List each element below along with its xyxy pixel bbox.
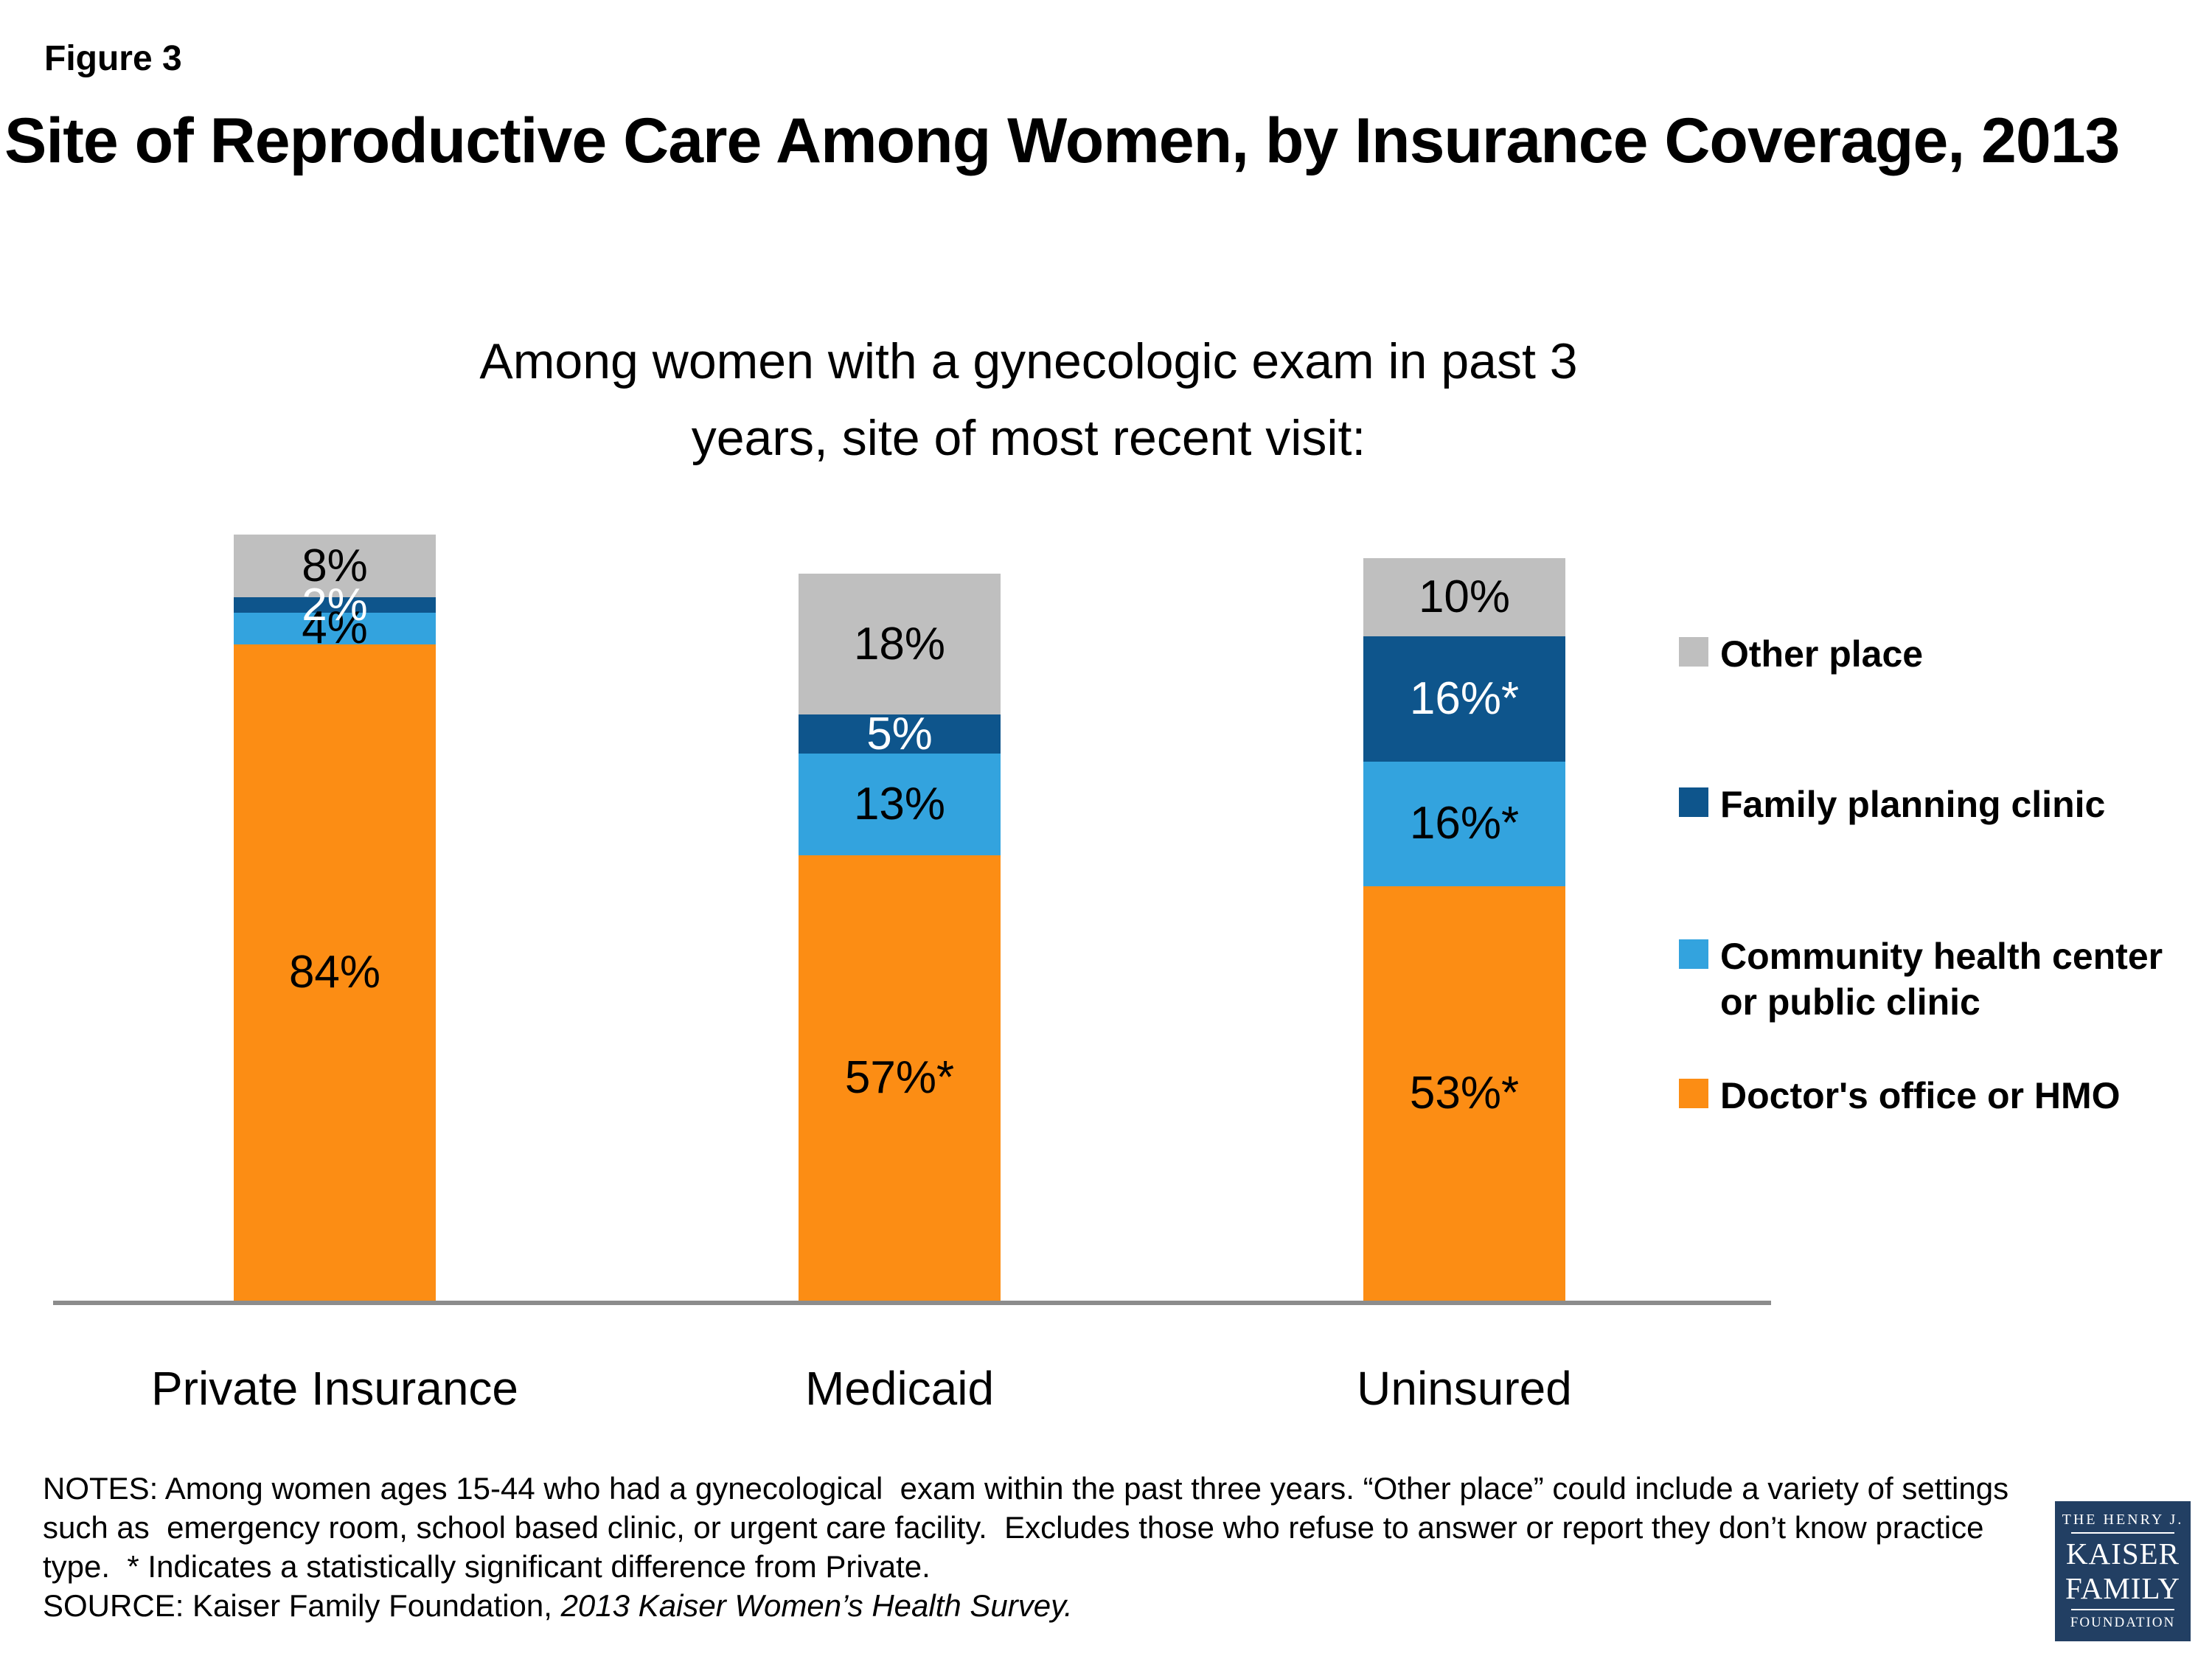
logo-line-family: FAMILY [2065, 1571, 2181, 1605]
page-title: Site of Reproductive Care Among Women, b… [4, 105, 2120, 176]
legend-item-other-place: Other place [1679, 631, 1923, 677]
legend: Other place Family planning clinic Communi… [1679, 619, 2210, 1180]
axis-baseline [53, 1301, 1771, 1305]
kaiser-family-foundation-logo: THE HENRY J. KAISER FAMILY FOUNDATION [2055, 1501, 2191, 1641]
logo-line-henry-j: THE HENRY J. [2062, 1512, 2184, 1528]
value-label-other-place: 10% [1418, 571, 1511, 623]
value-label-family-planning-clinic: 2% [302, 579, 368, 630]
source-line: SOURCE: Kaiser Family Foundation, 2013 K… [43, 1586, 2008, 1625]
legend-label-other-place: Other place [1720, 633, 1924, 675]
value-label-family-planning-clinic: 5% [866, 708, 933, 759]
value-label-community-health-center: 4% [302, 602, 368, 654]
segment-doctors-office-or-hmo: 57%* [799, 855, 1001, 1301]
legend-label-community-health-center: Community health center or public clinic [1720, 936, 2163, 1023]
logo-line-foundation: FOUNDATION [2070, 1615, 2176, 1630]
notes-line-1: NOTES: Among women ages 15-44 who had a … [43, 1471, 2009, 1506]
segment-family-planning-clinic: 5% [799, 708, 1001, 759]
segment-family-planning-clinic: 2% [234, 582, 436, 627]
notes-line-2: such as emergency room, school based cli… [43, 1510, 1984, 1545]
logo-rule-top [2071, 1532, 2174, 1534]
legend-swatch-community-health-center-icon [1679, 939, 1708, 969]
segment-other-place: 8% [234, 535, 436, 598]
segment-doctors-office-or-hmo: 84% [234, 644, 436, 1301]
segment-community-health-center: 13% [799, 754, 1001, 855]
value-label-other-place: 18% [853, 618, 946, 669]
bar-medicaid: 18% 5% 13% 57%* [799, 574, 1001, 1301]
segment-other-place: 18% [799, 574, 1001, 715]
legend-label-doctors-office-or-hmo: Doctor's office or HMO [1720, 1075, 2121, 1116]
segment-community-health-center: 4% [234, 605, 436, 651]
bar-uninsured: 10% 16%* 16%* 53%* [1363, 558, 1565, 1301]
segment-family-planning-clinic: 16%* [1363, 636, 1565, 762]
legend-item-family-planning-clinic: Family planning clinic [1679, 782, 2105, 827]
chart-subtitle: Among women with a gynecologic exam in p… [406, 323, 1652, 476]
value-label-doctors-office-or-hmo: 84% [288, 946, 381, 998]
category-label-medicaid: Medicaid [804, 1362, 995, 1415]
legend-label-family-planning-clinic: Family planning clinic [1720, 784, 2106, 825]
chart-subtitle-line-2: years, site of most recent visit: [691, 410, 1366, 466]
chart-subtitle-line-1: Among women with a gynecologic exam in p… [479, 333, 1578, 389]
value-label-community-health-center: 16%* [1409, 798, 1520, 849]
figure-label: Figure 3 [44, 39, 182, 78]
segment-community-health-center: 16%* [1363, 761, 1565, 887]
category-label-private-insurance: Private Insurance [150, 1362, 519, 1415]
logo-rule-bottom [2071, 1609, 2174, 1610]
legend-swatch-other-place-icon [1679, 637, 1708, 667]
notes-line-3: type. * Indicates a statistically signif… [43, 1549, 931, 1584]
value-label-doctors-office-or-hmo: 53%* [1409, 1068, 1520, 1119]
legend-swatch-doctors-office-or-hmo-icon [1679, 1079, 1708, 1108]
source-prefix: SOURCE: Kaiser Family Foundation, [43, 1588, 561, 1623]
value-label-doctors-office-or-hmo: 57%* [844, 1051, 955, 1103]
segment-other-place: 10% [1363, 558, 1565, 637]
bar-private-insurance: 8% 2% 4% 84% [234, 535, 436, 1301]
notes-block: NOTES: Among women ages 15-44 who had a … [43, 1469, 2008, 1625]
segment-doctors-office-or-hmo: 53%* [1363, 886, 1565, 1301]
category-label-uninsured: Uninsured [1357, 1362, 1572, 1415]
value-label-community-health-center: 13% [853, 778, 946, 830]
legend-item-community-health-center: Community health center or public clinic [1679, 933, 2163, 1025]
value-label-other-place: 8% [302, 540, 368, 591]
value-label-family-planning-clinic: 16%* [1409, 672, 1520, 724]
source-title: 2013 Kaiser Women’s Health Survey. [560, 1588, 1073, 1623]
legend-swatch-family-planning-clinic-icon [1679, 787, 1708, 817]
legend-item-doctors-office-or-hmo: Doctor's office or HMO [1679, 1073, 2120, 1119]
logo-line-kaiser: KAISER [2065, 1537, 2180, 1571]
